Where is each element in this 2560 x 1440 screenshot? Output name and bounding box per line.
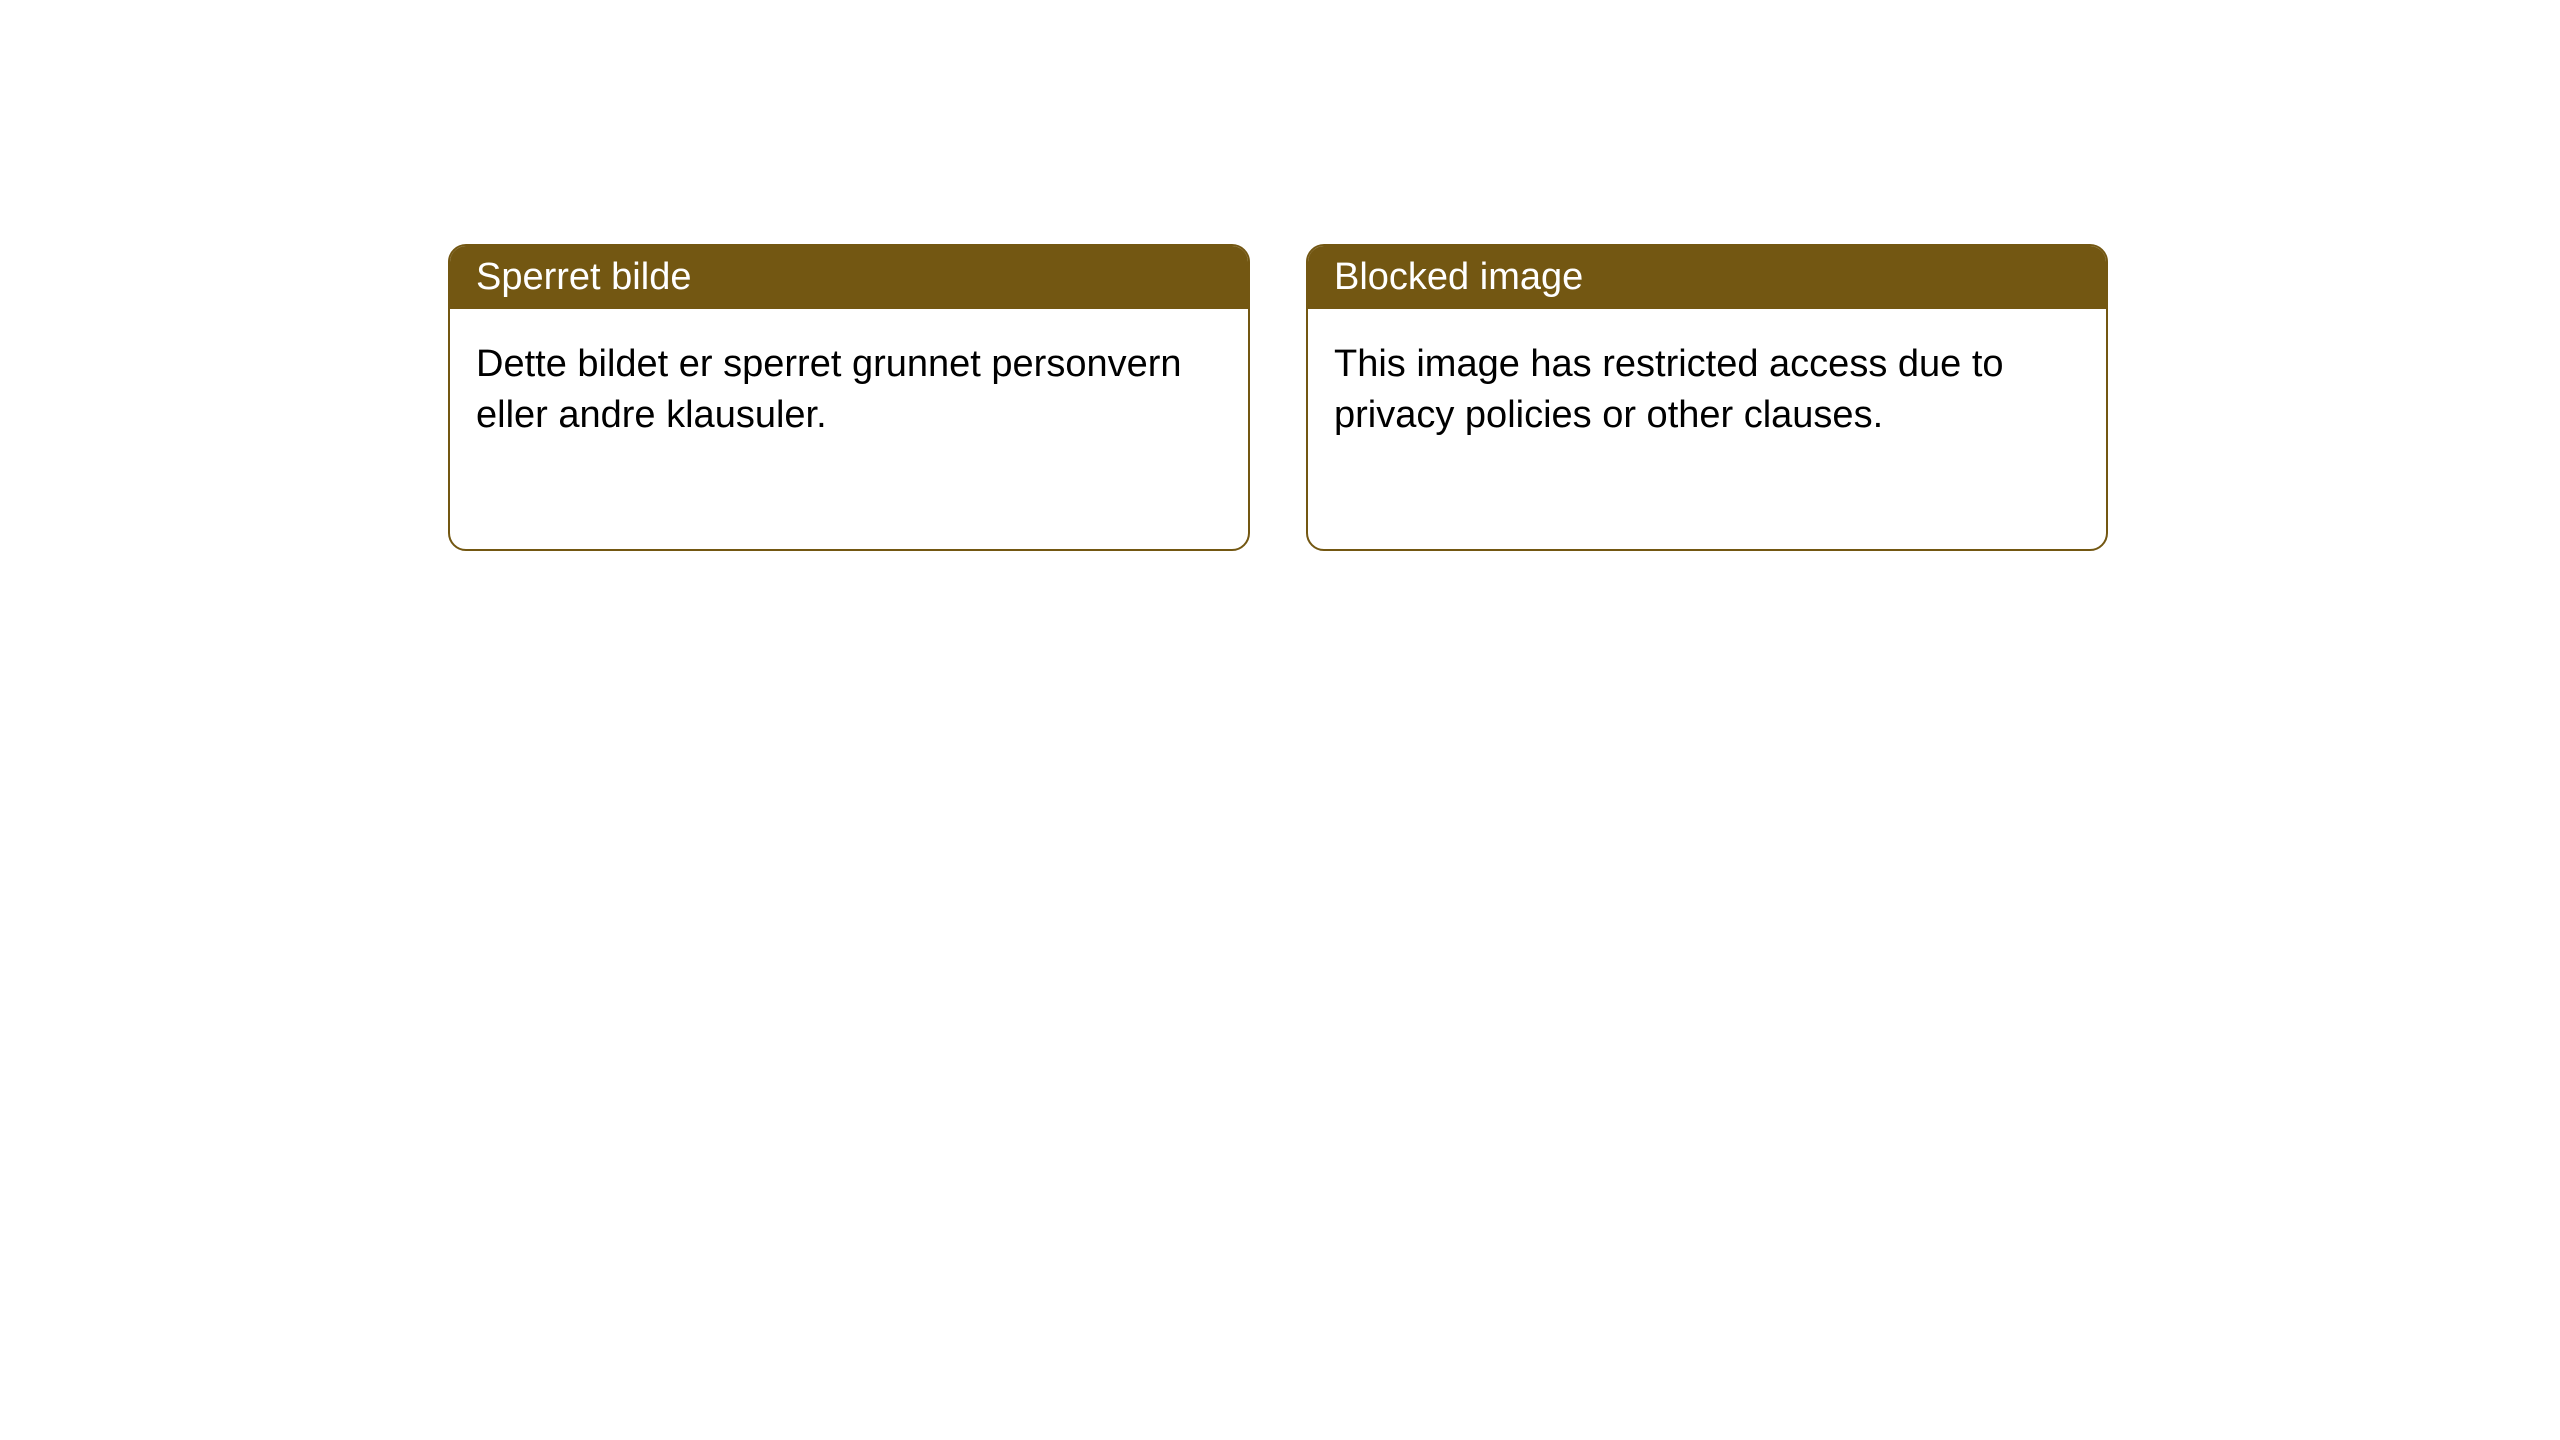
- notice-title: Blocked image: [1308, 246, 2106, 309]
- notice-card-english: Blocked image This image has restricted …: [1306, 244, 2108, 551]
- notice-body: Dette bildet er sperret grunnet personve…: [450, 309, 1248, 549]
- notice-card-norwegian: Sperret bilde Dette bildet er sperret gr…: [448, 244, 1250, 551]
- notice-title: Sperret bilde: [450, 246, 1248, 309]
- notice-container: Sperret bilde Dette bildet er sperret gr…: [0, 0, 2560, 551]
- notice-body: This image has restricted access due to …: [1308, 309, 2106, 549]
